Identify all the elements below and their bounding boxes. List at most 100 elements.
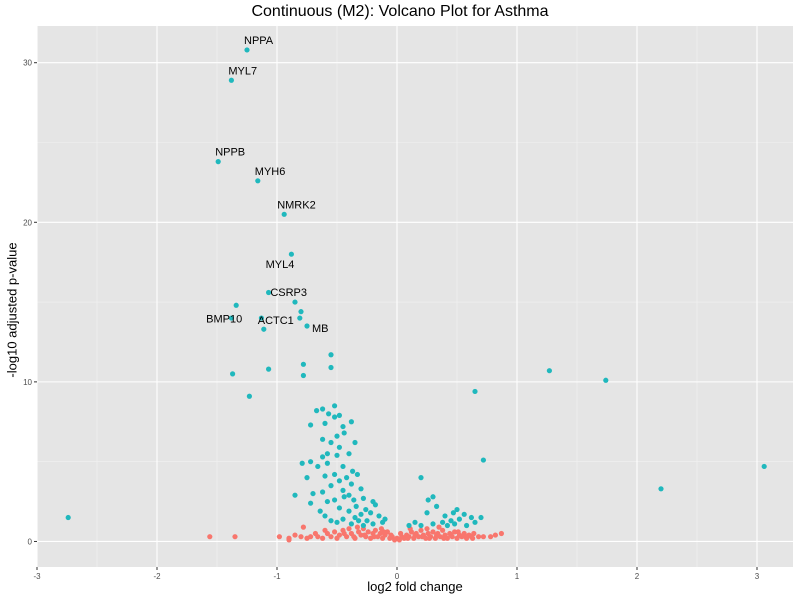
data-point-significant — [352, 514, 358, 521]
data-point-significant — [350, 468, 356, 474]
data-point-significant — [334, 519, 340, 525]
data-point-myl4 — [288, 251, 294, 257]
data-point-not-significant — [441, 535, 447, 541]
data-point-significant — [658, 486, 664, 492]
data-point-significant — [418, 475, 424, 481]
data-point-not-significant — [434, 532, 440, 538]
data-point-significant — [358, 511, 364, 517]
data-point-not-significant — [207, 534, 213, 540]
data-point-significant — [368, 510, 374, 516]
data-point-significant — [336, 444, 342, 450]
data-point-not-significant — [488, 534, 494, 540]
data-point-not-significant — [365, 529, 371, 535]
data-point-nppa — [244, 47, 250, 53]
data-point-not-significant — [346, 526, 352, 532]
data-point-significant — [464, 522, 470, 529]
data-point-significant — [352, 439, 358, 446]
data-point-significant — [348, 419, 354, 425]
data-point-not-significant — [322, 527, 328, 533]
data-point-significant — [444, 522, 450, 529]
data-point-significant — [317, 508, 323, 514]
data-point-not-significant — [372, 527, 378, 533]
data-point-myh6 — [255, 178, 261, 184]
x-tick-label: -2 — [153, 572, 161, 581]
data-point-significant — [412, 519, 418, 525]
data-point-significant — [353, 503, 359, 509]
data-point-not-significant — [300, 524, 306, 530]
y-tick-label: 10 — [23, 378, 32, 387]
data-point-not-significant — [388, 532, 394, 538]
data-point-significant — [360, 495, 366, 501]
data-point-not-significant — [470, 535, 476, 541]
gene-label-nppb: NPPB — [215, 147, 245, 159]
data-point-not-significant — [298, 534, 304, 540]
plot-panel — [37, 26, 793, 567]
x-tick-label: 0 — [395, 572, 400, 581]
data-point-significant — [322, 513, 328, 519]
data-point-significant — [440, 519, 446, 525]
data-point-significant — [364, 518, 370, 524]
data-point-significant — [372, 502, 378, 508]
data-point-significant — [300, 372, 306, 379]
data-point-significant — [246, 393, 252, 399]
data-point-significant — [308, 500, 314, 506]
data-point-significant — [430, 521, 436, 527]
data-point-significant — [314, 408, 320, 414]
data-point-not-significant — [426, 535, 432, 541]
data-point-significant — [360, 522, 366, 529]
y-tick-label: 30 — [23, 59, 32, 68]
data-point-significant — [461, 511, 467, 517]
data-point-not-significant — [480, 534, 486, 540]
data-point-significant — [380, 519, 386, 525]
data-point-significant — [341, 494, 347, 500]
data-point-not-significant — [412, 532, 418, 538]
data-point-significant — [266, 366, 272, 372]
data-point-significant — [406, 522, 412, 529]
data-point-significant — [468, 514, 474, 521]
gene-label-myl4: MYL4 — [266, 259, 295, 271]
data-point-not-significant — [332, 529, 338, 535]
gene-label-nmrk2: NMRK2 — [277, 199, 316, 211]
data-point-significant — [320, 436, 326, 442]
data-point-not-significant — [462, 534, 468, 540]
data-point-significant — [336, 478, 342, 484]
data-point-significant — [336, 505, 342, 511]
data-point-significant — [308, 422, 314, 428]
data-point-not-significant — [312, 530, 318, 537]
data-point-not-significant — [371, 534, 377, 540]
data-point-significant — [448, 518, 454, 524]
data-point-not-significant — [358, 532, 364, 538]
data-point-not-significant — [430, 529, 436, 535]
data-point-myl7 — [228, 77, 234, 83]
data-point-not-significant — [492, 532, 498, 538]
data-point-significant — [320, 489, 326, 495]
data-point-not-significant — [419, 534, 425, 540]
data-point-not-significant — [424, 526, 430, 532]
data-point-not-significant — [471, 530, 477, 537]
x-tick-label: -3 — [33, 572, 41, 581]
data-point-significant — [430, 494, 436, 500]
data-point-significant — [332, 414, 338, 420]
x-tick-label: 1 — [515, 572, 520, 581]
data-point-significant — [336, 412, 342, 418]
data-point-significant — [450, 510, 456, 516]
data-point-significant — [298, 309, 304, 315]
data-point-significant — [299, 460, 305, 466]
data-point-not-significant — [320, 535, 326, 541]
data-point-significant — [328, 352, 334, 358]
data-point-not-significant — [304, 535, 310, 541]
data-point-bmp10 — [233, 302, 239, 308]
chart-title: Continuous (M2): Volcano Plot for Asthma — [251, 3, 549, 20]
gene-label-myh6: MYH6 — [255, 166, 286, 178]
data-point-significant — [376, 513, 382, 519]
data-point-significant — [328, 439, 334, 446]
data-point-nppb — [215, 159, 221, 165]
data-point-not-significant — [362, 532, 368, 538]
data-point-significant — [340, 423, 346, 430]
data-point-significant — [320, 454, 326, 460]
data-point-significant — [425, 497, 431, 503]
data-point-significant — [418, 522, 424, 529]
data-point-significant — [292, 492, 298, 498]
data-point-significant — [341, 430, 347, 436]
